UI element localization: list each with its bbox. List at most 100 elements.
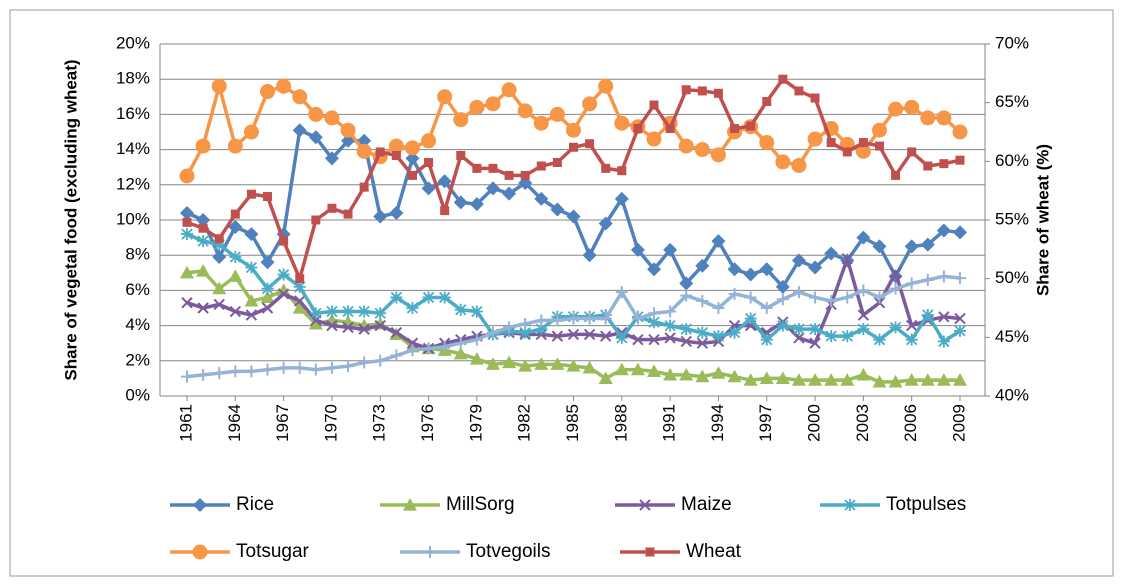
- data-point: [614, 115, 630, 131]
- data-point: [791, 373, 806, 386]
- data-point: [245, 365, 258, 378]
- data-point: [569, 142, 578, 152]
- data-point: [212, 281, 227, 295]
- data-point: [857, 323, 870, 336]
- data-point: [485, 181, 500, 196]
- data-point: [308, 316, 323, 330]
- data-point: [920, 110, 936, 126]
- data-point: [213, 298, 225, 311]
- data-point: [421, 133, 437, 149]
- data-point: [646, 131, 662, 147]
- y2-axis-title: Share of wheat (%): [1033, 144, 1052, 296]
- data-point: [727, 369, 742, 383]
- data-point: [438, 340, 451, 353]
- data-point: [211, 78, 227, 94]
- data-point: [552, 158, 562, 168]
- data-point: [534, 357, 549, 370]
- data-point: [407, 170, 417, 180]
- data-point: [292, 123, 307, 138]
- data-point: [359, 182, 369, 192]
- data-point: [954, 312, 966, 325]
- data-point: [488, 163, 498, 173]
- data-point: [809, 323, 822, 336]
- data-point: [873, 333, 886, 346]
- data-point: [664, 332, 676, 344]
- y-tick-label: 16%: [116, 104, 150, 123]
- data-point: [342, 305, 355, 318]
- data-point: [340, 122, 356, 138]
- data-point: [293, 280, 306, 293]
- data-point: [261, 302, 274, 314]
- data-point: [277, 361, 290, 374]
- data-point: [920, 237, 935, 252]
- data-point: [358, 305, 371, 318]
- data-point: [504, 170, 514, 180]
- data-point: [391, 150, 401, 160]
- data-point: [954, 324, 966, 337]
- data-point: [550, 357, 565, 370]
- data-point: [744, 291, 757, 304]
- legend-label: MillSorg: [446, 494, 515, 515]
- data-point: [405, 151, 420, 166]
- data-point: [808, 260, 823, 275]
- data-point: [712, 302, 725, 314]
- data-point: [260, 290, 275, 304]
- data-point: [454, 337, 467, 350]
- data-point: [937, 270, 950, 283]
- x-tick-label: 1979: [466, 404, 485, 442]
- data-point: [486, 326, 499, 339]
- data-point: [938, 311, 950, 323]
- data-point: [952, 124, 968, 140]
- x-tick-label: 2006: [901, 404, 920, 442]
- y2-tick-label: 55%: [995, 209, 1029, 228]
- data-point: [665, 123, 675, 133]
- data-point: [213, 367, 226, 380]
- data-point: [358, 356, 371, 369]
- data-point: [680, 289, 693, 302]
- data-point: [678, 138, 694, 154]
- x-tick-label: 2003: [853, 404, 872, 442]
- data-point: [583, 312, 596, 325]
- data-point: [230, 209, 240, 219]
- y2-tick-label: 45%: [995, 327, 1029, 346]
- data-point: [195, 138, 211, 154]
- data-point: [470, 333, 483, 346]
- data-point: [858, 138, 868, 148]
- data-point: [197, 368, 210, 381]
- data-point: [519, 326, 532, 339]
- data-point: [246, 189, 256, 199]
- data-point: [375, 147, 385, 157]
- data-point: [406, 344, 419, 357]
- data-point: [406, 302, 419, 314]
- data-point: [227, 138, 243, 154]
- data-point: [551, 314, 564, 327]
- data-point: [245, 261, 258, 274]
- legend-marker: [645, 547, 655, 557]
- data-point: [292, 301, 307, 314]
- data-point: [649, 100, 659, 110]
- data-point: [520, 170, 530, 180]
- data-point: [794, 86, 804, 96]
- data-point: [711, 366, 726, 379]
- data-point: [196, 213, 211, 227]
- data-point: [517, 103, 533, 119]
- y-tick-label: 4%: [125, 315, 150, 334]
- data-point: [308, 130, 323, 145]
- x-tick-label: 1967: [273, 404, 292, 442]
- legend-label: Totpulses: [886, 494, 966, 515]
- data-point: [760, 302, 773, 314]
- data-point: [680, 323, 693, 336]
- data-point: [229, 250, 242, 263]
- data-point: [615, 286, 628, 299]
- data-point: [824, 246, 839, 261]
- data-point: [953, 373, 967, 386]
- data-point: [711, 234, 726, 249]
- data-point: [519, 317, 532, 330]
- data-point: [760, 333, 773, 346]
- data-point: [245, 309, 258, 321]
- data-point: [470, 305, 483, 318]
- data-point: [309, 363, 322, 376]
- data-point: [277, 268, 290, 281]
- data-point: [904, 239, 919, 254]
